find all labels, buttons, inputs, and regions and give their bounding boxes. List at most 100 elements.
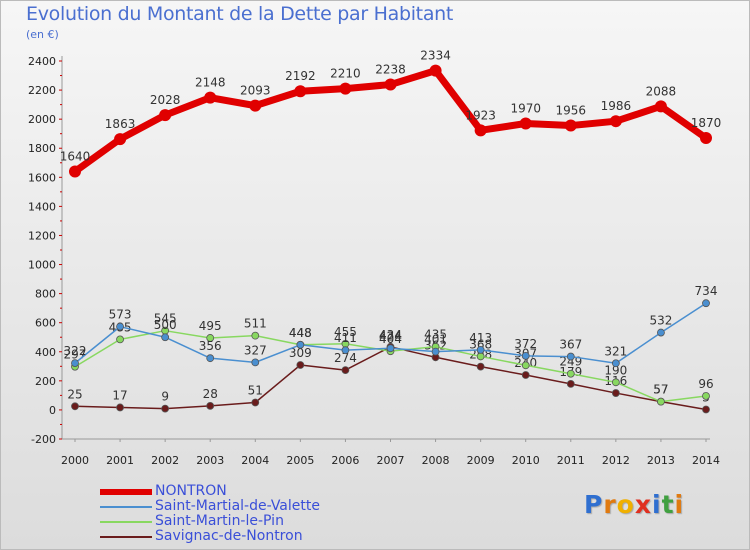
y-tick-label: 2200 bbox=[28, 84, 56, 97]
data-point bbox=[71, 359, 79, 368]
y-tick-label: -200 bbox=[31, 433, 56, 446]
data-label: 57 bbox=[653, 383, 668, 397]
y-tick-label: 400 bbox=[35, 346, 56, 359]
x-tick-label: 2002 bbox=[151, 454, 179, 467]
data-point bbox=[609, 115, 622, 128]
data-point bbox=[611, 378, 620, 387]
data-label: 1640 bbox=[60, 149, 91, 163]
data-label: 448 bbox=[289, 326, 312, 340]
y-tick-label: 1000 bbox=[28, 259, 56, 272]
data-point bbox=[654, 100, 667, 113]
data-point bbox=[702, 405, 710, 414]
data-point bbox=[476, 352, 485, 361]
data-label: 455 bbox=[334, 325, 357, 339]
data-point bbox=[116, 322, 124, 331]
data-label: 327 bbox=[244, 343, 267, 357]
legend-swatch-nontron bbox=[100, 489, 152, 495]
data-label: 356 bbox=[199, 339, 222, 353]
data-point bbox=[566, 352, 575, 361]
data-point bbox=[611, 359, 620, 368]
data-point bbox=[161, 333, 170, 342]
data-point bbox=[431, 347, 440, 356]
data-point bbox=[206, 334, 215, 342]
data-point bbox=[251, 331, 260, 340]
data-point bbox=[206, 401, 215, 410]
data-label: 401 bbox=[424, 333, 447, 347]
legend-label-saint-martial: Saint-Martial-de-Valette bbox=[155, 498, 320, 514]
proxiti-logo: Proxiti bbox=[584, 490, 684, 519]
data-point bbox=[339, 82, 352, 95]
data-point bbox=[566, 369, 575, 378]
data-label: 448 bbox=[289, 326, 312, 340]
data-label: 190 bbox=[604, 363, 627, 377]
data-label: 2192 bbox=[285, 69, 316, 83]
data-label: 413 bbox=[469, 331, 492, 345]
data-label: 322 bbox=[64, 344, 87, 358]
legend-swatch-saint-martin bbox=[100, 521, 152, 523]
data-label: 532 bbox=[649, 314, 672, 328]
data-label: 424 bbox=[379, 329, 402, 343]
data-label: 2238 bbox=[375, 63, 406, 77]
data-label: 1986 bbox=[601, 99, 632, 113]
data-point bbox=[657, 328, 665, 337]
data-point bbox=[206, 354, 215, 363]
data-point bbox=[564, 119, 577, 132]
data-point bbox=[159, 109, 172, 122]
data-point bbox=[114, 133, 127, 146]
y-tick-label: 600 bbox=[35, 317, 56, 330]
data-point bbox=[521, 371, 530, 379]
data-label: 57 bbox=[653, 383, 668, 397]
y-tick-label: 2400 bbox=[28, 55, 56, 68]
logo-letter: o bbox=[616, 490, 635, 519]
data-point bbox=[249, 99, 262, 112]
data-label: 734 bbox=[695, 284, 718, 298]
data-label: 545 bbox=[154, 312, 177, 326]
y-tick-label: 200 bbox=[35, 375, 56, 388]
data-label: 573 bbox=[109, 308, 132, 322]
data-point bbox=[161, 404, 170, 413]
data-point bbox=[657, 397, 665, 406]
data-label: 495 bbox=[199, 319, 222, 333]
data-label: 367 bbox=[559, 338, 582, 352]
chart-title: Evolution du Montant de la Dette par Hab… bbox=[26, 3, 454, 25]
data-label: 2334 bbox=[420, 49, 451, 63]
logo-letter: r bbox=[603, 490, 617, 519]
legend-label-saint-martin: Saint-Martin-le-Pin bbox=[155, 513, 284, 529]
y-tick-label: 1200 bbox=[28, 229, 56, 242]
data-label: 28 bbox=[203, 387, 218, 401]
data-label: 51 bbox=[248, 384, 263, 398]
chart-unit-label: (en €) bbox=[26, 28, 59, 41]
data-label: 372 bbox=[514, 337, 537, 351]
data-label: 435 bbox=[424, 328, 447, 342]
x-tick-label: 2012 bbox=[602, 454, 630, 467]
x-tick-label: 2014 bbox=[692, 454, 720, 467]
data-label: 2210 bbox=[330, 67, 361, 81]
data-label: 1863 bbox=[105, 117, 136, 131]
x-tick-label: 2004 bbox=[241, 454, 269, 467]
x-tick-label: 2005 bbox=[286, 454, 314, 467]
data-point bbox=[476, 362, 485, 371]
data-label: 368 bbox=[469, 337, 492, 351]
data-point bbox=[474, 124, 487, 137]
x-tick-label: 2013 bbox=[647, 454, 675, 467]
data-point bbox=[71, 402, 79, 411]
x-tick-label: 2010 bbox=[512, 454, 540, 467]
logo-letter: i bbox=[652, 490, 662, 519]
y-tick-label: 0 bbox=[49, 404, 56, 417]
x-tick-label: 2001 bbox=[106, 454, 134, 467]
data-label: 17 bbox=[112, 388, 127, 402]
data-label: 309 bbox=[289, 346, 312, 360]
data-label: 411 bbox=[334, 331, 357, 345]
data-point bbox=[341, 346, 350, 355]
data-label: 1870 bbox=[691, 116, 722, 130]
legend-swatch-saint-martial bbox=[100, 506, 152, 508]
logo-letter: x bbox=[634, 490, 652, 519]
legend-label-savignac: Savignac-de-Nontron bbox=[155, 528, 303, 544]
data-point bbox=[296, 361, 305, 369]
data-point bbox=[384, 78, 397, 91]
data-label: 249 bbox=[559, 355, 582, 369]
data-point bbox=[341, 366, 350, 374]
legend-label-nontron: NONTRON bbox=[155, 483, 227, 499]
data-point bbox=[251, 398, 260, 407]
